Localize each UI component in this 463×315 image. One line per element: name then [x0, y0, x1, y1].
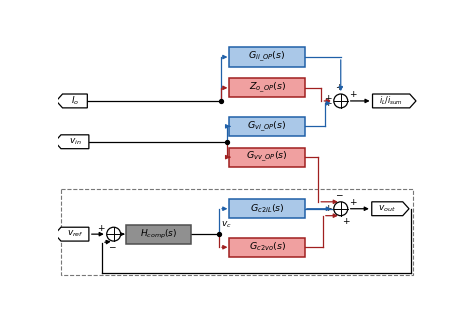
- Polygon shape: [372, 202, 409, 216]
- Text: +: +: [324, 204, 332, 213]
- Text: +: +: [324, 94, 332, 103]
- Text: $H_{comp}(s)$: $H_{comp}(s)$: [140, 228, 177, 241]
- FancyBboxPatch shape: [229, 48, 305, 67]
- Text: +: +: [97, 224, 104, 232]
- Circle shape: [106, 227, 121, 241]
- FancyBboxPatch shape: [229, 78, 305, 97]
- Text: +: +: [342, 217, 350, 226]
- FancyBboxPatch shape: [126, 225, 191, 244]
- Text: $G_{c2vo}(s)$: $G_{c2vo}(s)$: [249, 241, 286, 254]
- FancyBboxPatch shape: [229, 117, 305, 136]
- Text: +: +: [349, 198, 357, 207]
- Text: $i_L/i_{sum}$: $i_L/i_{sum}$: [379, 95, 403, 107]
- Text: −: −: [108, 243, 116, 252]
- Text: $G_{c2iL}(s)$: $G_{c2iL}(s)$: [250, 203, 284, 215]
- Text: +: +: [324, 99, 332, 108]
- Text: $I_o$: $I_o$: [71, 95, 79, 107]
- Polygon shape: [373, 94, 416, 108]
- Text: +: +: [336, 83, 343, 92]
- Text: $G_{ii\_OP}(s)$: $G_{ii\_OP}(s)$: [249, 50, 286, 64]
- FancyBboxPatch shape: [229, 147, 305, 167]
- Text: $G_{vi\_OP}(s)$: $G_{vi\_OP}(s)$: [247, 119, 287, 134]
- FancyBboxPatch shape: [229, 199, 305, 218]
- Circle shape: [334, 202, 348, 216]
- Text: $v_{out}$: $v_{out}$: [378, 203, 396, 214]
- Text: +: +: [349, 90, 357, 100]
- Polygon shape: [56, 94, 88, 108]
- FancyBboxPatch shape: [229, 238, 305, 257]
- Text: $v_{in}$: $v_{in}$: [69, 136, 81, 147]
- Circle shape: [334, 94, 348, 108]
- Text: $v_{ref}$: $v_{ref}$: [67, 229, 83, 239]
- Text: $Z_{o\_OP}(s)$: $Z_{o\_OP}(s)$: [249, 81, 286, 95]
- Polygon shape: [55, 227, 89, 241]
- Text: $G_{vv\_OP}(s)$: $G_{vv\_OP}(s)$: [246, 150, 288, 164]
- Text: $v_c$: $v_c$: [221, 220, 232, 230]
- Text: −: −: [336, 191, 343, 199]
- Polygon shape: [55, 135, 89, 149]
